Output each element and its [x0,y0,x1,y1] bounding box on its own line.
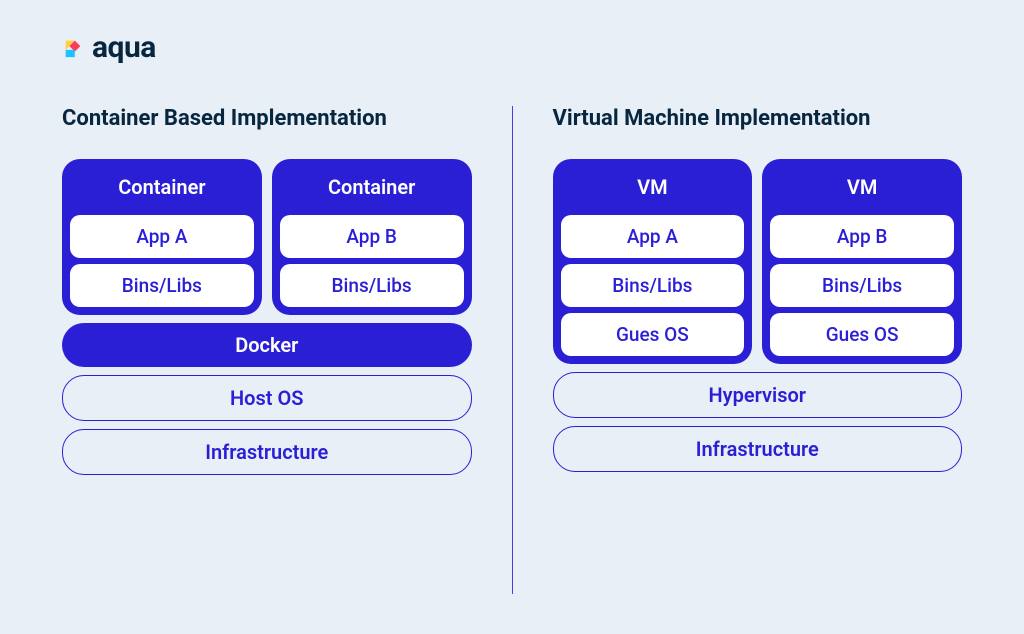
vm-unit-0-slot-2: Gues OS [561,313,745,356]
container-units-row: Container App A Bins/Libs Container App … [62,159,472,315]
vm-unit-1-slot-1: Bins/Libs [770,264,954,307]
brand-logo: aqua [62,30,156,65]
container-panel-title: Container Based Implementation [62,106,472,131]
container-unit-0-slot-1: Bins/Libs [70,264,254,307]
vm-unit-0-slot-1: Bins/Libs [561,264,745,307]
host-os-bar: Host OS [62,375,472,421]
brand-name: aqua [92,30,156,65]
vm-unit-1: VM App B Bins/Libs Gues OS [762,159,962,364]
vm-unit-1-slot-2: Gues OS [770,313,954,356]
container-unit-1-slot-1: Bins/Libs [280,264,464,307]
aqua-logo-icon [62,37,84,59]
infrastructure-bar-right: Infrastructure [553,426,963,472]
container-unit-1-slot-0: App B [280,215,464,258]
panel-divider [512,106,513,594]
container-unit-0: Container App A Bins/Libs [62,159,262,315]
docker-bar: Docker [62,323,472,367]
vm-units-row: VM App A Bins/Libs Gues OS VM App B Bins… [553,159,963,364]
container-unit-1: Container App B Bins/Libs [272,159,472,315]
vm-panel-title: Virtual Machine Implementation [553,106,963,131]
hypervisor-bar: Hypervisor [553,372,963,418]
container-stack: Container App A Bins/Libs Container App … [62,159,472,475]
infrastructure-bar-left: Infrastructure [62,429,472,475]
container-unit-0-header: Container [70,167,254,209]
vm-unit-0-slot-0: App A [561,215,745,258]
container-unit-0-slot-0: App A [70,215,254,258]
container-panel: Container Based Implementation Container… [62,106,512,594]
diagram-content: Container Based Implementation Container… [62,106,962,594]
vm-panel: Virtual Machine Implementation VM App A … [513,106,963,594]
vm-unit-1-header: VM [770,167,954,209]
vm-unit-0: VM App A Bins/Libs Gues OS [553,159,753,364]
vm-stack: VM App A Bins/Libs Gues OS VM App B Bins… [553,159,963,472]
vm-unit-0-header: VM [561,167,745,209]
container-unit-1-header: Container [280,167,464,209]
vm-unit-1-slot-0: App B [770,215,954,258]
